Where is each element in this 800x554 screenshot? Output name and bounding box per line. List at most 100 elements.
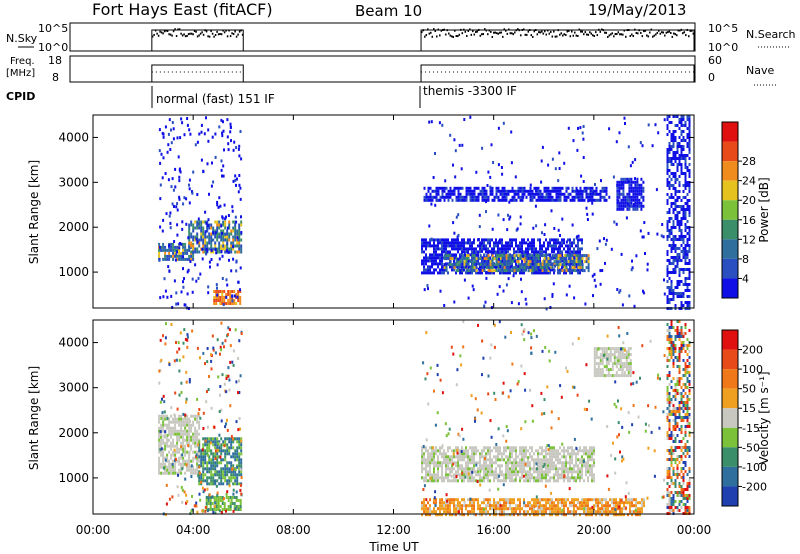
noise-point bbox=[424, 35, 426, 38]
echo-cell bbox=[425, 476, 427, 480]
echo-cell bbox=[447, 195, 450, 199]
echo-cell bbox=[509, 263, 512, 267]
noise-point bbox=[172, 30, 175, 33]
echo-cell bbox=[439, 238, 441, 242]
echo-cell bbox=[579, 449, 581, 453]
echo-cell bbox=[443, 452, 445, 456]
echo-cell bbox=[212, 482, 215, 486]
echo-cell bbox=[224, 440, 227, 444]
echo-cell bbox=[666, 238, 669, 241]
echo-cell bbox=[535, 247, 537, 251]
echo-cell bbox=[573, 504, 575, 508]
echo-cell bbox=[222, 238, 225, 242]
echo-cell bbox=[533, 464, 535, 468]
echo-cell bbox=[509, 265, 511, 269]
echo-cell bbox=[678, 238, 681, 241]
echo-cell bbox=[549, 458, 551, 462]
echo-cell bbox=[511, 269, 514, 273]
echo-cell bbox=[453, 479, 455, 483]
freq-right-tick-top: 60 bbox=[708, 54, 722, 67]
scatter-echo bbox=[507, 213, 509, 217]
scatter-echo bbox=[502, 218, 505, 222]
echo-cell bbox=[545, 253, 547, 257]
echo-cell bbox=[210, 226, 213, 230]
echo-cell bbox=[678, 196, 681, 199]
echo-cell bbox=[521, 263, 524, 267]
echo-cell bbox=[162, 420, 165, 424]
echo-cell bbox=[567, 461, 569, 465]
echo-cell bbox=[485, 195, 488, 199]
echo-cell bbox=[571, 263, 574, 267]
echo-cell bbox=[228, 437, 231, 441]
echo-cell bbox=[519, 510, 521, 514]
echo-cell bbox=[680, 208, 683, 211]
noise-point bbox=[198, 34, 200, 37]
echo-cell bbox=[567, 186, 570, 190]
echo-cell bbox=[170, 242, 173, 246]
echo-cell bbox=[569, 461, 571, 465]
echo-cell bbox=[555, 513, 557, 517]
echo-cell bbox=[238, 461, 241, 465]
echo-cell bbox=[174, 450, 177, 454]
echo-cell bbox=[525, 449, 527, 453]
echo-cell bbox=[555, 254, 558, 258]
echo-cell bbox=[465, 254, 468, 258]
echo-cell bbox=[431, 256, 433, 260]
echo-cell bbox=[437, 186, 440, 190]
echo-cell bbox=[485, 455, 487, 459]
scatter-echo bbox=[170, 185, 173, 189]
echo-cell bbox=[503, 186, 506, 190]
noise-point bbox=[463, 28, 465, 31]
echo-cell bbox=[437, 253, 439, 257]
echo-cell bbox=[638, 189, 641, 193]
echo-cell bbox=[218, 220, 221, 224]
scatter-echo bbox=[218, 125, 221, 129]
echo-cell bbox=[491, 449, 493, 453]
noise-point bbox=[622, 33, 624, 36]
scatter-echo bbox=[207, 128, 210, 132]
echo-cell bbox=[533, 476, 535, 480]
echo-cell bbox=[176, 447, 179, 451]
echo-cell bbox=[236, 232, 239, 236]
echo-cell bbox=[505, 195, 508, 199]
echo-cell bbox=[533, 452, 535, 456]
echo-cell bbox=[421, 452, 423, 456]
echo-cell bbox=[477, 262, 479, 266]
echo-cell bbox=[668, 259, 671, 262]
echo-cell bbox=[427, 241, 429, 245]
echo-cell bbox=[174, 444, 177, 448]
echo-cell bbox=[487, 452, 489, 456]
echo-cell bbox=[461, 473, 463, 477]
echo-cell bbox=[521, 446, 523, 450]
echo-cell bbox=[232, 452, 235, 456]
echo-cell bbox=[493, 269, 496, 273]
echo-cell bbox=[467, 498, 469, 502]
echo-cell bbox=[527, 254, 530, 258]
echo-cell bbox=[527, 238, 529, 242]
noise-point bbox=[532, 35, 534, 38]
echo-cell bbox=[481, 449, 483, 453]
scatter-echo bbox=[235, 183, 237, 187]
echo-cell bbox=[471, 461, 473, 465]
plot-title: Fort Hays East (fitACF) bbox=[92, 0, 273, 19]
echo-cell bbox=[188, 417, 191, 421]
echo-cell bbox=[443, 510, 445, 514]
echo-cell bbox=[218, 455, 221, 459]
echo-cell bbox=[240, 461, 243, 465]
echo-cell bbox=[628, 204, 631, 208]
echo-cell bbox=[491, 461, 493, 465]
echo-cell bbox=[670, 136, 673, 139]
echo-cell bbox=[634, 192, 637, 196]
noise-point bbox=[682, 32, 684, 35]
echo-cell bbox=[666, 202, 669, 205]
echo-cell bbox=[634, 189, 637, 193]
echo-cell bbox=[234, 449, 237, 453]
echo-cell bbox=[204, 232, 207, 236]
echo-cell bbox=[551, 467, 553, 471]
echo-cell bbox=[523, 464, 525, 468]
echo-cell bbox=[178, 438, 181, 442]
echo-cell bbox=[672, 196, 675, 199]
echo-cell bbox=[676, 166, 679, 169]
echo-cell bbox=[688, 148, 691, 151]
echo-cell bbox=[475, 452, 477, 456]
